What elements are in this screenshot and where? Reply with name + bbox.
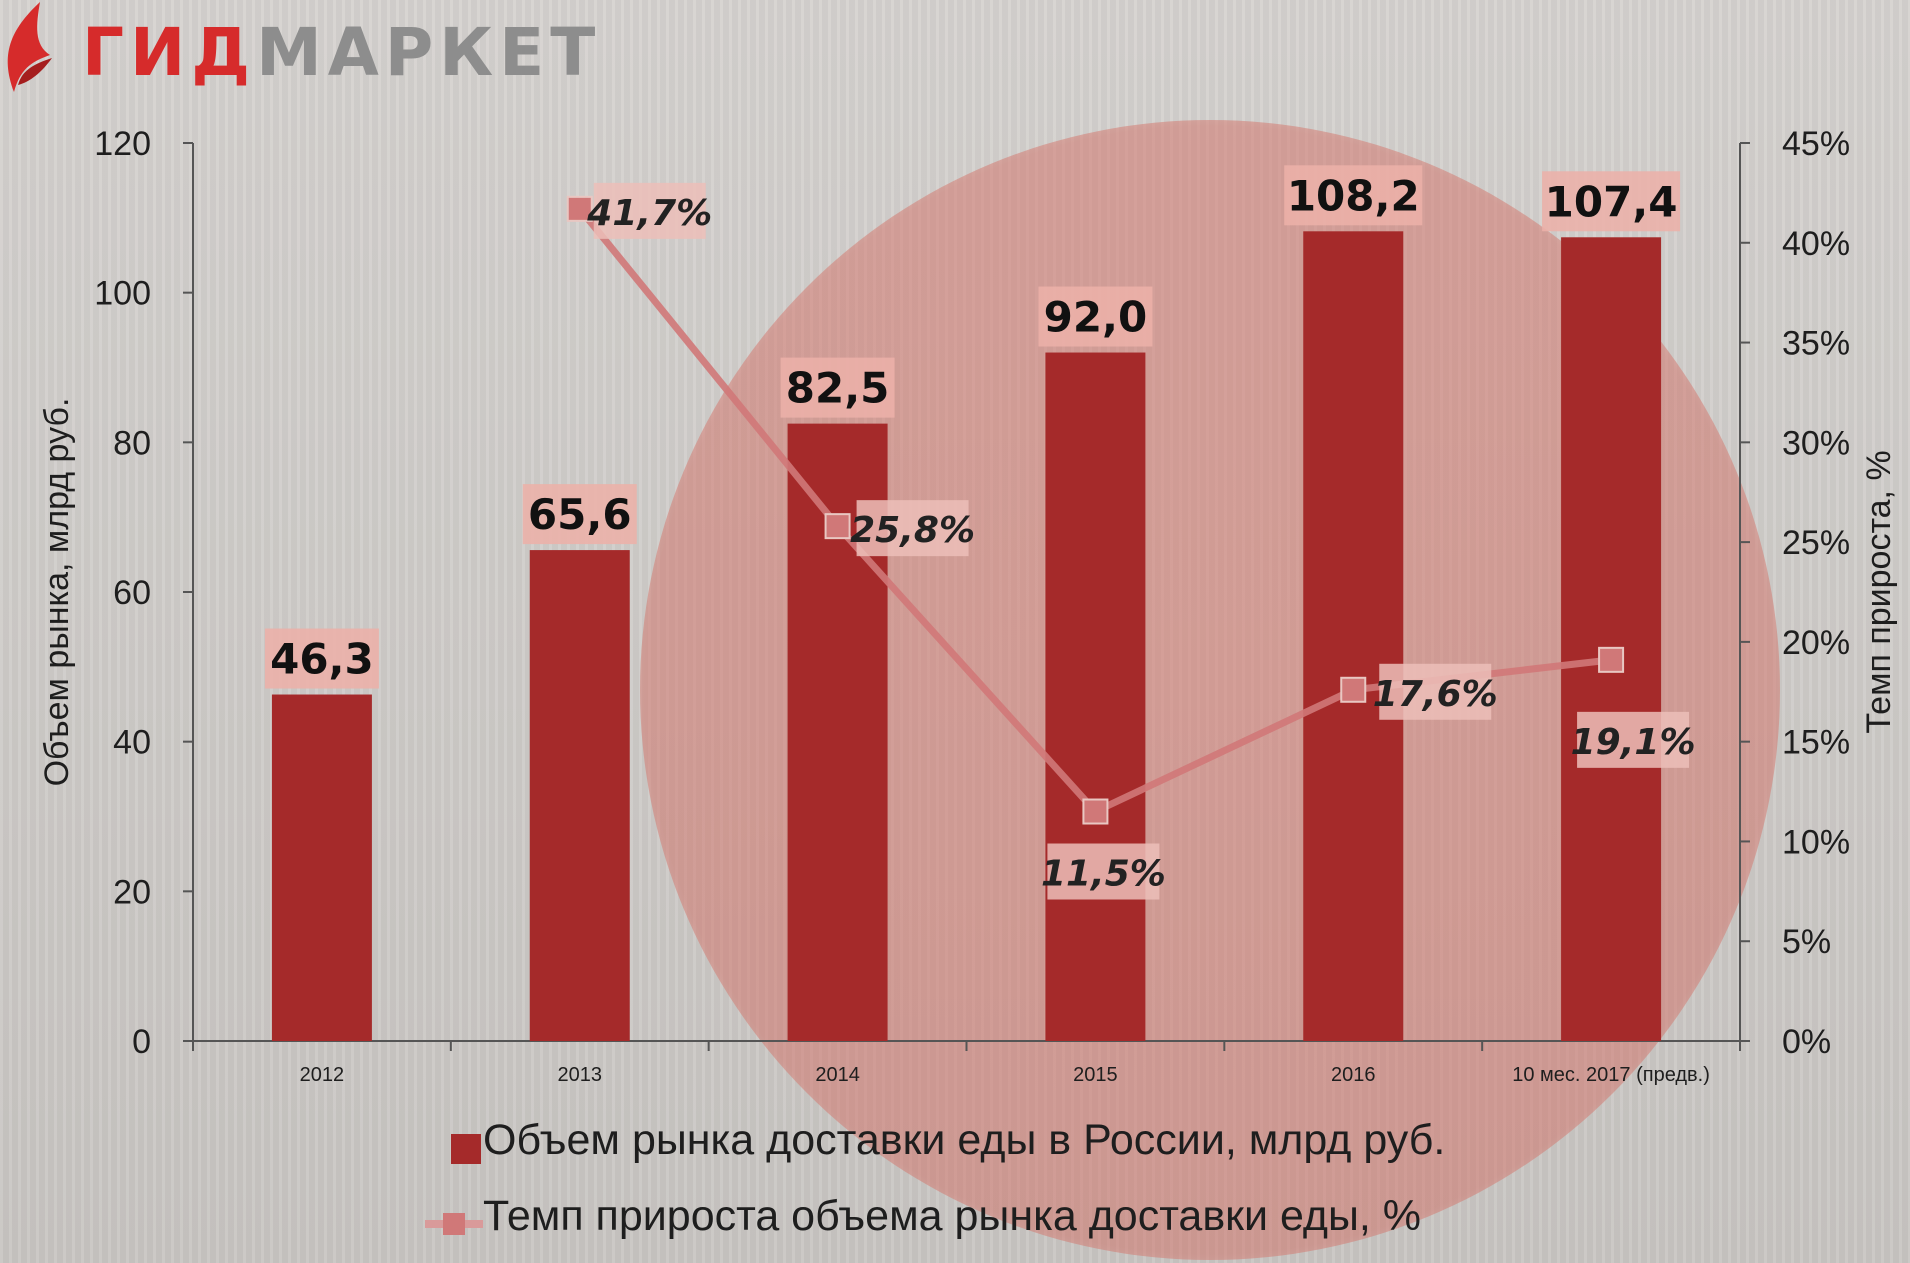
line-label-bg [593,182,706,239]
growth-value-label: 25,8% [850,510,975,551]
growth-point [824,513,851,540]
data-labels: 46,3 65,6 82,5 92,0 108,2 107,4 41,7% 25,8% 11,5… [264,165,1696,900]
y-right-tick-label: 5% [1782,923,1831,961]
bar [529,550,630,1041]
y-right-tick-label: 30% [1782,424,1850,462]
bar-label-bg [522,484,637,545]
bar-label-bg [1038,286,1153,347]
y-left-tick-label: 20 [113,873,151,911]
y-left-axis-title: Объем рынка, млрд руб. [38,398,76,787]
x-tick-label: 2016 [1331,1064,1376,1086]
y-right-tick-label: 45% [1782,125,1850,163]
x-tick-label: 2014 [815,1064,860,1086]
y-left-tick-label: 100 [94,275,151,313]
logo: ГИДМАРКЕТ [0,0,595,100]
y-right-tick-label: 25% [1782,524,1850,562]
bar-label-bg [780,357,895,418]
logo-flame-icon [7,2,52,92]
y-right-tick-label: 20% [1782,624,1850,662]
bar-label-bg [1542,171,1681,232]
line-label-bg [1047,843,1160,900]
growth-point [1082,798,1109,825]
y-right-tick-label: 15% [1782,724,1850,762]
growth-value-label: 11,5% [1041,854,1166,895]
line-label-bg [1577,711,1690,768]
bar [1045,352,1146,1041]
y-left-tick-label: 80 [113,424,151,462]
line-label-bg [856,500,969,557]
growth-point [566,195,593,222]
x-tick-label: 2013 [558,1064,603,1086]
axes: 0 20 40 60 80 100 120 Объем рынка, млрд руб. 0% 5… [38,125,1898,1086]
x-tick-label: 2015 [1073,1064,1118,1086]
legend-label-growth: Темп прироста объема рынка доставки еды,… [483,1192,1422,1240]
y-left-tick-label: 120 [94,125,151,163]
bar-value-label: 46,3 [270,635,374,684]
bar-value-label: 92,0 [1044,293,1148,342]
x-tick-label: 10 мес. 2017 (предв.) [1512,1064,1710,1086]
y-left-tick-label: 40 [113,724,151,762]
bar [271,694,372,1041]
legend-label-volume: Объем рынка доставки еды в России, млрд … [483,1116,1446,1164]
growth-value-label: 19,1% [1571,722,1696,763]
bar [1561,237,1662,1042]
bar [1303,231,1404,1041]
x-tick-label: 2012 [300,1064,345,1086]
bar-value-label: 108,2 [1287,171,1420,220]
growth-point [1340,676,1367,703]
logo-text-part1: ГИД [82,14,257,91]
bar-label-bg [264,628,379,689]
growth-value-label: 41,7% [586,193,712,234]
y-right-axis-title: Темп прироста, % [1860,450,1898,733]
y-left-tick-label: 60 [113,574,151,612]
growth-point [1598,646,1625,673]
logo-text: ГИДМАРКЕТ [82,14,601,91]
bar-value-label: 82,5 [786,364,890,413]
legend-marker-swatch [443,1213,465,1235]
legend-bar-swatch [451,1134,481,1164]
bar-value-label: 65,6 [528,490,632,539]
logo-text-part2: МАРКЕТ [256,14,602,91]
y-left-tick-label: 0 [132,1023,151,1061]
bar-series [271,231,1662,1042]
y-right-tick-label: 40% [1782,225,1850,263]
y-right-tick-label: 10% [1782,823,1850,861]
y-right-tick-label: 0% [1782,1023,1831,1061]
bar-label-bg [1284,165,1423,226]
bar-value-label: 107,4 [1545,177,1678,226]
line-label-bg [1379,663,1492,720]
growth-value-label: 17,6% [1373,674,1498,715]
y-right-tick-label: 35% [1782,325,1850,363]
